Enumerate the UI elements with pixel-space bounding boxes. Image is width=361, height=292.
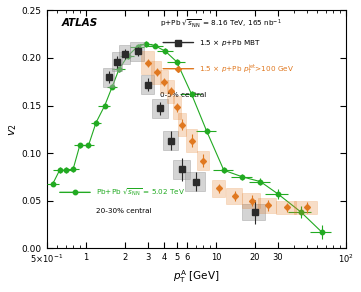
Bar (167, 80, 174, 103)
Bar (112, 52, 122, 71)
Bar (160, 70, 168, 93)
Text: p+Pb $\sqrt{s_{\mathrm{NN}}}$ = 8.16 TeV, 165 nb$^{-1}$: p+Pb $\sqrt{s_{\mathrm{NN}}}$ = 8.16 TeV… (160, 18, 282, 30)
Bar (243, 193, 261, 208)
Text: ATLAS: ATLAS (61, 18, 98, 27)
Bar (178, 113, 186, 136)
Bar (212, 180, 225, 197)
Text: 1.5 $\times$ $p$+Pb MBT: 1.5 $\times$ $p$+Pb MBT (199, 38, 261, 48)
Bar (163, 131, 178, 150)
Bar (294, 201, 317, 214)
Bar (186, 129, 196, 152)
Bar (243, 204, 265, 220)
Bar (173, 160, 190, 179)
Text: 20-30% central: 20-30% central (96, 208, 152, 214)
Bar (226, 188, 243, 204)
Bar (152, 61, 161, 84)
Bar (141, 51, 154, 74)
Bar (185, 172, 205, 191)
Bar (276, 201, 296, 214)
Bar (141, 75, 154, 94)
Bar (258, 198, 276, 213)
Text: Pb+Pb $\sqrt{s_{\mathrm{NN}}}$ = 5.02 TeV: Pb+Pb $\sqrt{s_{\mathrm{NN}}}$ = 5.02 Te… (96, 186, 185, 198)
X-axis label: $p_{\mathrm{T}}^{\mathrm{A}}$ [GeV]: $p_{\mathrm{T}}^{\mathrm{A}}$ [GeV] (173, 268, 219, 285)
Bar (173, 96, 180, 119)
Y-axis label: $v_{2}$: $v_{2}$ (7, 123, 19, 136)
Text: 0-5% central: 0-5% central (160, 93, 206, 98)
Bar (197, 151, 209, 170)
Bar (103, 67, 114, 86)
Bar (130, 42, 144, 61)
Bar (152, 99, 168, 118)
Bar (119, 45, 130, 64)
Text: 1.5 $\times$ $p$+Pb $p_{\mathrm{T}}^{\mathrm{jet}}$>100 GeV: 1.5 $\times$ $p$+Pb $p_{\mathrm{T}}^{\ma… (199, 62, 294, 76)
